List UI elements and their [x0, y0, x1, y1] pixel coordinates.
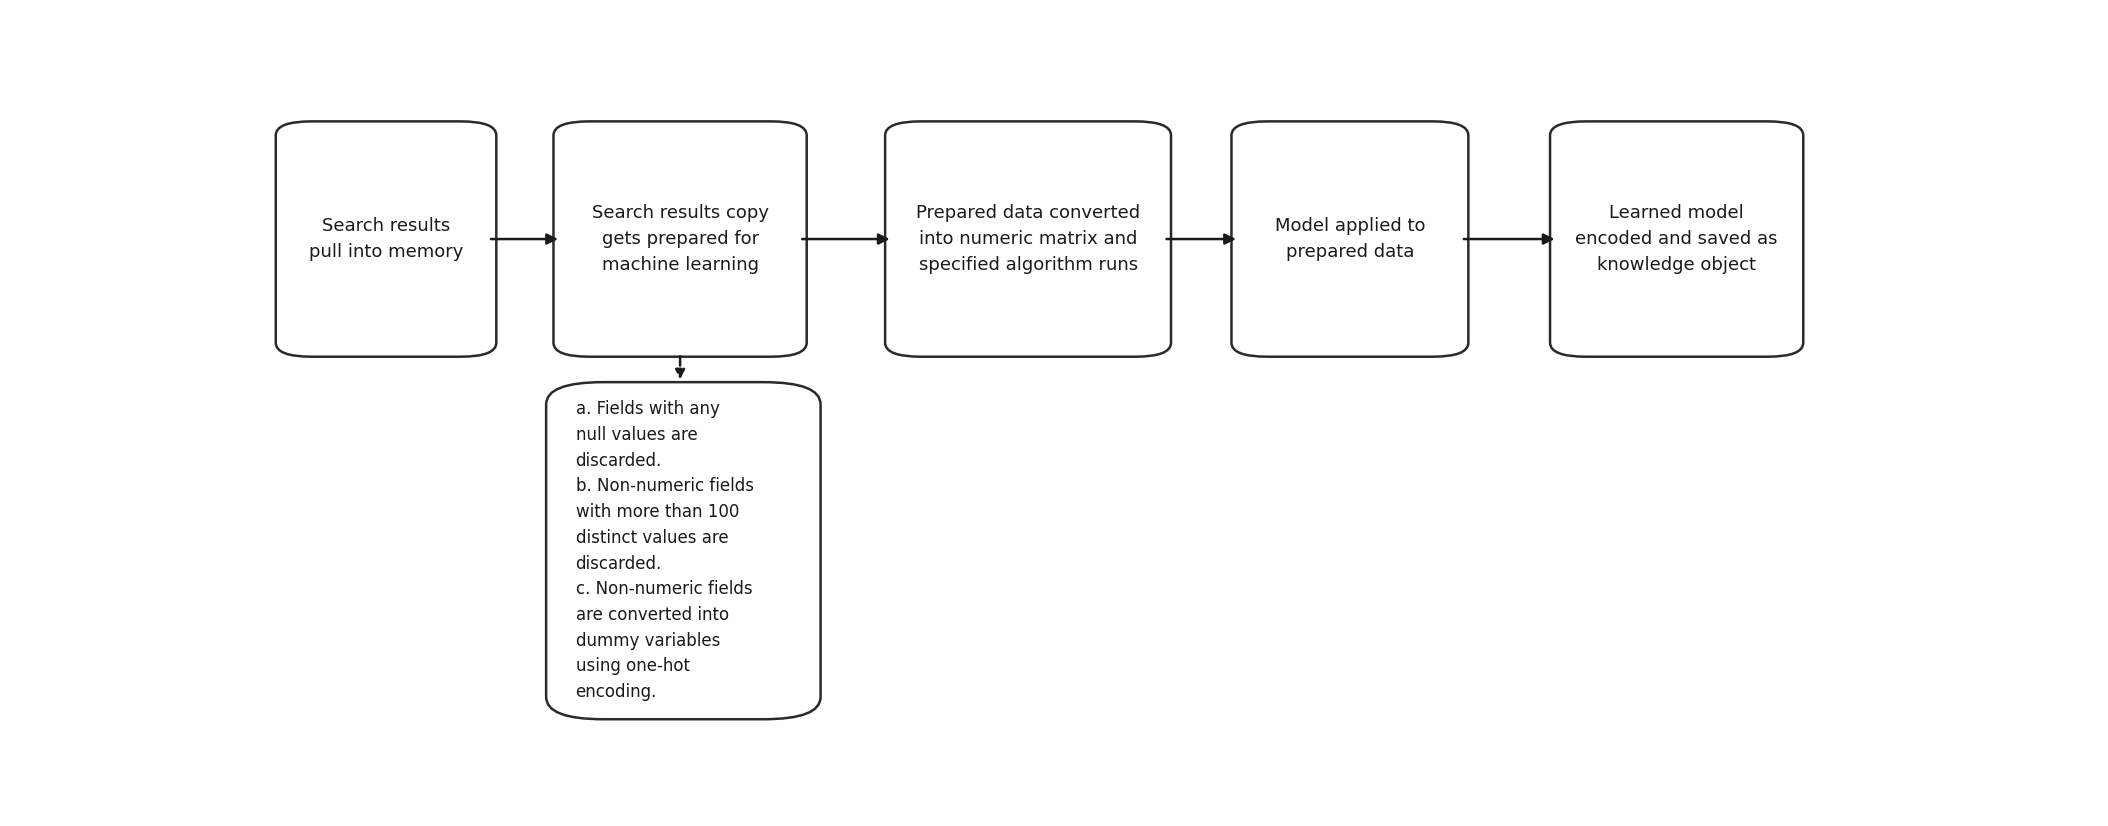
FancyBboxPatch shape [1549, 121, 1802, 357]
Text: Prepared data converted
into numeric matrix and
specified algorithm runs: Prepared data converted into numeric mat… [917, 204, 1140, 274]
FancyBboxPatch shape [1231, 121, 1469, 357]
Text: Search results copy
gets prepared for
machine learning: Search results copy gets prepared for ma… [592, 204, 769, 274]
Text: Learned model
encoded and saved as
knowledge object: Learned model encoded and saved as knowl… [1575, 204, 1777, 274]
FancyBboxPatch shape [276, 121, 495, 357]
Text: Model applied to
prepared data: Model applied to prepared data [1275, 217, 1425, 261]
FancyBboxPatch shape [554, 121, 807, 357]
Text: a. Fields with any
null values are
discarded.
b. Non-numeric fields
with more th: a. Fields with any null values are disca… [575, 401, 753, 701]
FancyBboxPatch shape [546, 382, 820, 719]
FancyBboxPatch shape [885, 121, 1172, 357]
Text: Search results
pull into memory: Search results pull into memory [310, 217, 464, 261]
